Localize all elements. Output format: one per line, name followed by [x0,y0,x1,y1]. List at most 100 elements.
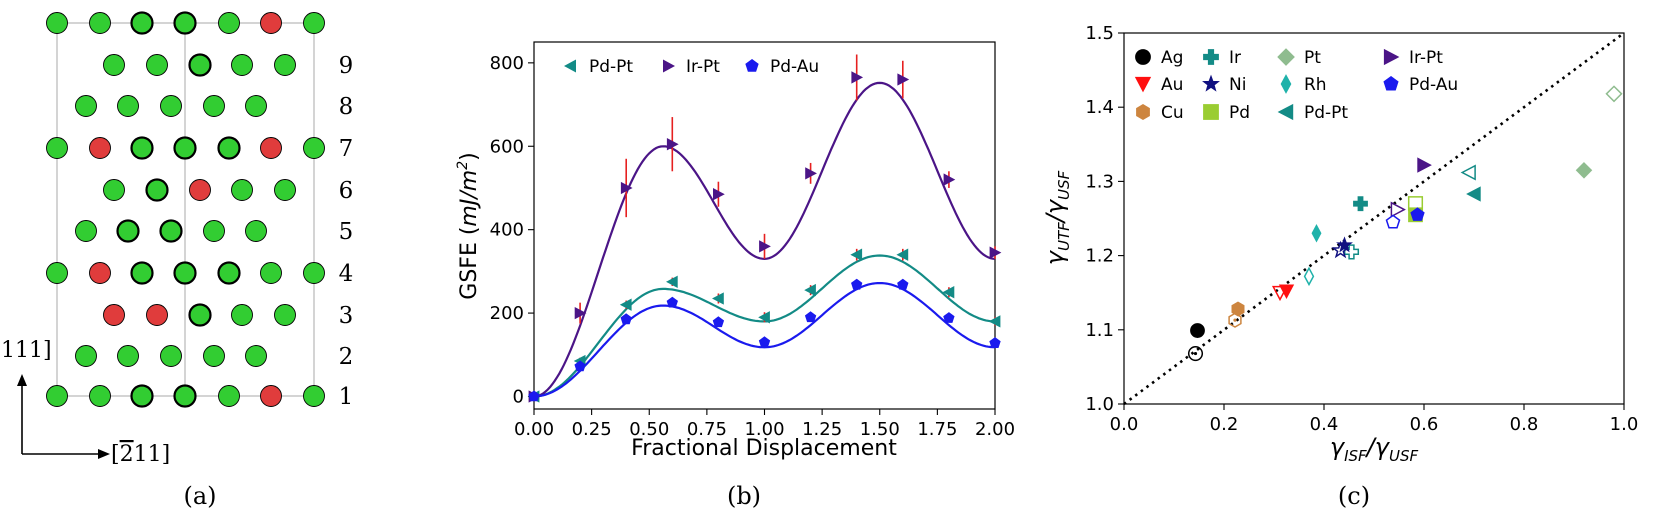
atom-green [245,95,267,117]
atom-red [189,179,211,201]
panel-b-gsfe-chart: 0.00 0.25 0.50 0.75 1.00 1.25 1.50 1.75 2.00 0 200… [455,41,1015,509]
legend-marker-pd-pt [1277,103,1294,121]
data-point-pd-pt [712,292,724,305]
data-point-pd-pt [804,283,816,297]
atom-green [117,345,139,367]
layer-label: 1 [339,384,354,410]
data-markers [1187,85,1623,362]
data-point-filled-ir-pt [1417,157,1432,173]
atom-green [160,345,182,367]
axis-ticks: 0.0 0.2 0.4 0.6 0.8 1.0 1.0 1.1 1.2 1.3 1.4 1.5 [1085,23,1638,435]
data-point-open-cu-center [1233,318,1237,322]
direction-label-overbar: 2 [120,442,134,467]
data-point-pd-pt [665,275,678,288]
data-point-open-ag [1187,345,1204,362]
legend-marker-ir-pt [663,59,675,73]
x-tick-label: 1.0 [1610,414,1639,435]
atom-green [46,137,68,159]
data-point-ir-pt [666,138,679,151]
x-tick-label: 1.75 [917,419,957,440]
y-axis-label: γUTF/γUSF [1041,170,1073,265]
atom-green [217,261,241,285]
atom-green [75,220,97,242]
direction-label-open: [ [111,442,120,467]
data-point-pd-au [758,336,771,348]
legend-marker-ir-pt [1383,48,1400,66]
data-point-pd-au [666,296,678,308]
y-axis-label-unit: mJ/m [457,170,482,227]
legend-label-au: Au [1161,75,1183,95]
y-axis-label-main: GSFE ( [457,227,482,300]
data-point-filled-cu [1231,301,1245,317]
atom-green [303,137,325,159]
legend-label-pd-au: Pd-Au [770,57,819,77]
data-point-filled-ag [1190,323,1205,338]
atom-green [160,95,182,117]
legend-marker-ag [1135,49,1151,65]
y-axis-label-close: ) [457,152,482,161]
atom-green [245,345,267,367]
atom-green [130,11,154,35]
atom-green [89,385,111,407]
direction-label-vertical: [111] [0,338,52,363]
layer-label: 2 [339,344,354,370]
y-tick-label: 200 [490,303,524,324]
x-tick-label: 0.2 [1210,414,1239,435]
legend-label-pd-pt: Pd-Pt [1304,103,1348,123]
atom-green [303,12,325,34]
data-point-pd-au [804,311,817,323]
atom-green [130,261,154,285]
reference-line [1123,31,1625,406]
atom-green [303,262,325,284]
legend-label-ir-pt: Ir-Pt [686,57,720,77]
layer-label: 7 [339,136,354,162]
x-tick-label: 1.00 [744,419,784,440]
data-point-ir-pt [759,240,771,253]
legend-marker-cu [1136,104,1150,120]
data-point-open-ir-pt [1390,201,1406,218]
legend-marker-pd-pt [564,59,576,73]
data-markers [527,71,1002,403]
legend: Ag Au Cu Ir Ni Pd Pt Rh Pd-Pt Ir-Pt Pd-Au [1134,48,1458,123]
fit-curve-pd-au [533,282,996,398]
atom-green [188,303,212,327]
x-tick-label: 0.0 [1110,414,1139,435]
y-axis-label-sub2: USF [1055,170,1073,200]
layer-label: 8 [339,94,354,120]
atom-green [203,95,225,117]
data-point-pd-au [528,390,540,402]
atom-green [303,385,325,407]
atom-green [46,12,68,34]
data-point-open-pd-pt [1460,164,1476,181]
data-point-pd-au [620,313,632,325]
lattice-cell-frame [56,22,315,397]
x-tick-label: 0.25 [572,419,612,440]
y-tick-label: 1.5 [1085,23,1114,44]
y-tick-label: 1.3 [1085,171,1114,192]
fit-curve-ir-pt [533,81,996,398]
y-axis-label-main: γ [1041,249,1069,265]
x-tick-label: 0.00 [514,419,554,440]
y-tick-label: 600 [490,136,524,157]
legend-label-pd-au: Pd-Au [1409,75,1458,95]
data-point-pd-au [851,278,863,290]
atom-green [46,385,68,407]
legend-label-pd-pt: Pd-Pt [589,57,633,77]
legend-marker-au [1134,76,1152,93]
legend-marker-rh [1280,74,1292,94]
data-point-open-cu [1228,312,1242,328]
data-point-ir-pt [851,71,864,84]
direction-label-horizontal: [211] [111,442,170,467]
atom-red [146,304,168,326]
x-axis-label: γISF/γUSF [1330,433,1419,465]
atom-red [260,137,282,159]
y-tick-label: 400 [490,220,524,241]
lattice-atoms [46,11,325,408]
data-point-open-ag-center [1193,351,1198,356]
legend-label-ir: Ir [1229,48,1241,68]
x-tick-label: 0.4 [1310,414,1339,435]
error-bars [579,54,996,369]
layer-label: 4 [339,261,354,287]
atom-green [146,54,168,76]
